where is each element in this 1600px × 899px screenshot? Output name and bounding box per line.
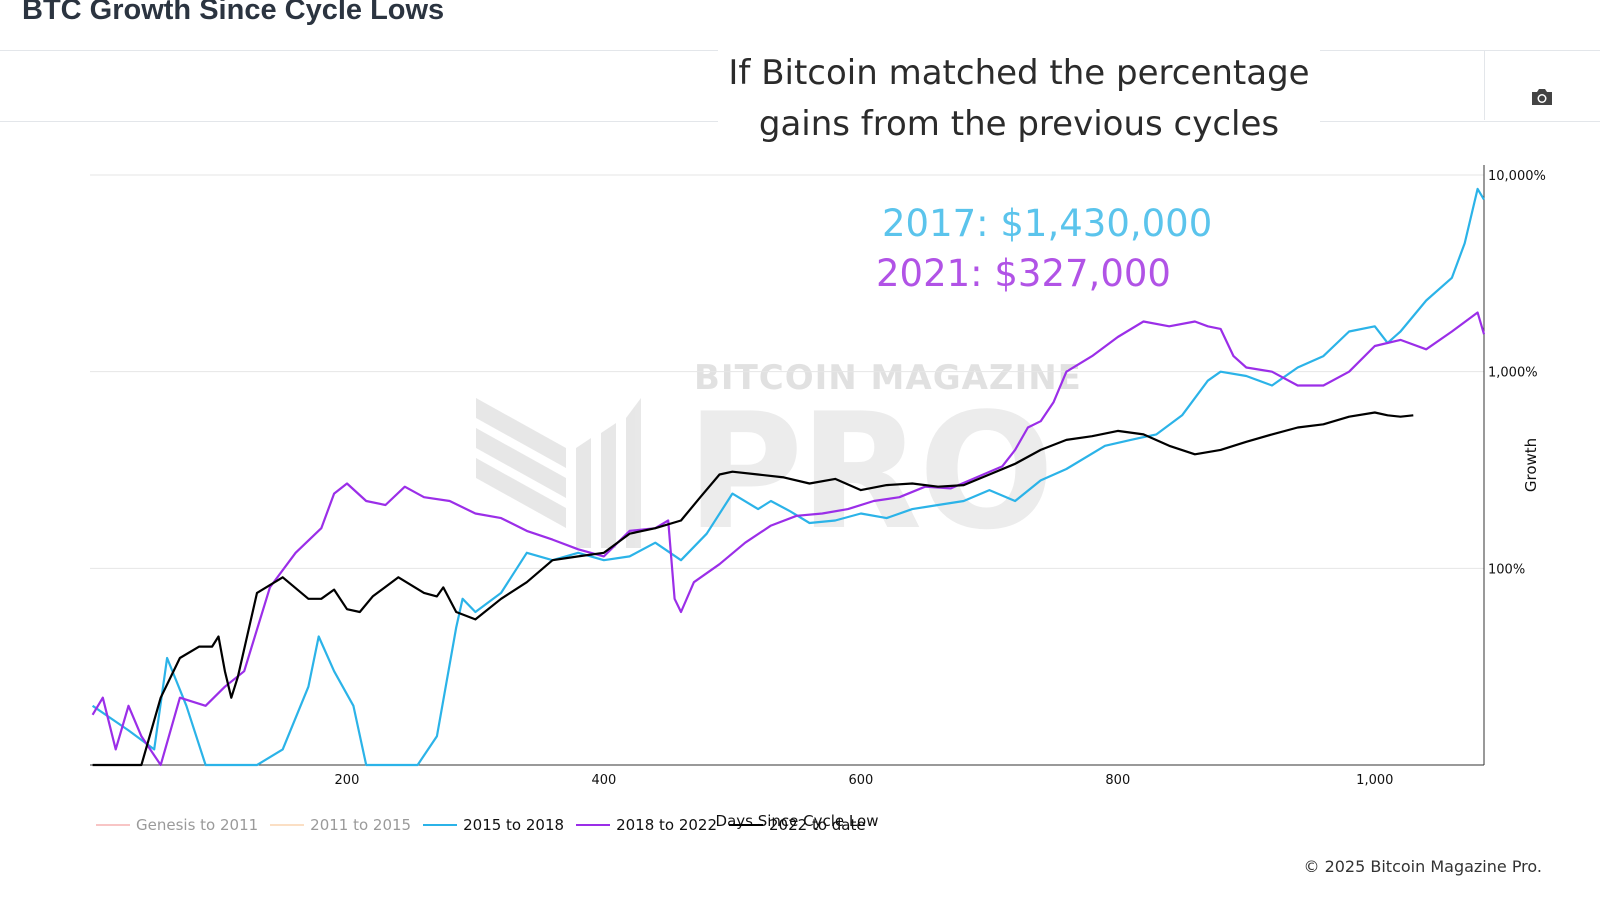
legend-item-2015[interactable]: 2015 to 2018: [423, 816, 564, 834]
legend-swatch-2022: [729, 824, 764, 826]
legend-label: 2022 to date: [769, 816, 866, 834]
series-line-2015-to-2018: [91, 187, 1485, 767]
copyright: © 2025 Bitcoin Magazine Pro.: [1303, 857, 1542, 876]
legend-label: 2015 to 2018: [463, 816, 565, 834]
x-tick-label: 200: [335, 773, 360, 788]
camera-icon[interactable]: [1530, 86, 1554, 108]
series-line-2022-to-date: [92, 411, 1414, 767]
legend-item-2018[interactable]: 2018 to 2022: [576, 816, 717, 834]
annotation-line-2: gains from the previous cycles: [758, 104, 1280, 144]
legend-swatch-2011: [270, 824, 305, 826]
y-tick-label: 1,000%: [1488, 366, 1538, 381]
price-2021-label: 2021: $327,000: [876, 252, 1171, 295]
annotation-line-1: If Bitcoin matched the percentage: [728, 53, 1310, 93]
series-line-2018-to-2022: [91, 311, 1486, 767]
price-2017-label: 2017: $1,430,000: [882, 202, 1213, 245]
page-title: BTC Growth Since Cycle Lows: [22, 0, 445, 26]
y-axis-title: Growth: [1522, 438, 1540, 492]
x-tick-label: 800: [1105, 773, 1130, 788]
x-tick-label: 400: [592, 773, 617, 788]
legend: Genesis to 2011 2011 to 2015 2015 to 201…: [96, 816, 878, 834]
x-tick-label: 600: [848, 773, 873, 788]
y-tick-label: 10,000%: [1488, 169, 1546, 184]
legend-item-2022[interactable]: 2022 to date: [729, 816, 866, 834]
legend-item-genesis[interactable]: Genesis to 2011: [96, 816, 258, 834]
legend-label: 2018 to 2022: [616, 816, 718, 834]
legend-label: 2011 to 2015: [310, 816, 412, 834]
legend-swatch-2015: [423, 824, 458, 826]
toolbar-separator: [1484, 50, 1485, 120]
legend-swatch-genesis: [96, 824, 130, 826]
x-tick-label: 1,000: [1356, 773, 1393, 788]
y-tick-label: 100%: [1488, 562, 1525, 577]
legend-swatch-2018: [576, 824, 611, 826]
legend-label: Genesis to 2011: [136, 816, 259, 834]
annotation-box: If Bitcoin matched the percentage gains …: [718, 48, 1320, 172]
legend-item-2011[interactable]: 2011 to 2015: [270, 816, 411, 834]
